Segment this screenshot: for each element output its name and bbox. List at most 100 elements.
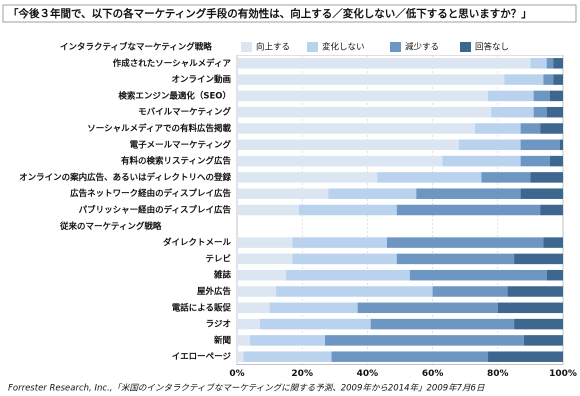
- bar-segment: [237, 253, 293, 265]
- title-frame: [2, 4, 577, 23]
- y-tick-label: 有料の検索リスティング広告: [121, 156, 231, 167]
- bar-segment: [331, 351, 489, 362]
- bar-segment: [237, 58, 531, 69]
- bar-segment: [292, 237, 387, 248]
- legend-swatch: [390, 42, 401, 52]
- bar-segment: [237, 188, 329, 199]
- bar-segment: [237, 172, 378, 183]
- bar-segment: [285, 269, 410, 281]
- x-tick-label: 0%: [229, 369, 244, 379]
- bar-segment: [530, 58, 547, 69]
- bar-segment: [442, 155, 521, 167]
- legend-swatch: [460, 42, 471, 52]
- y-tick-label: ダイレクトメール: [163, 237, 232, 248]
- y-tick-label: 屋外広告: [197, 286, 232, 297]
- x-tick-label: 60%: [422, 369, 444, 379]
- bar-segment: [409, 269, 547, 281]
- bar-segment: [546, 58, 554, 69]
- bar-segment: [237, 302, 270, 314]
- bar-segment: [543, 74, 554, 85]
- y-tick-label: 雑誌: [213, 270, 232, 281]
- bar-segment: [237, 90, 489, 102]
- bar-segment: [237, 269, 286, 281]
- y-tick-label: 電子メールマーケティング: [130, 139, 232, 150]
- bar-segment: [540, 123, 563, 134]
- bar-segment: [377, 172, 482, 183]
- x-tick-label: 40%: [357, 369, 379, 379]
- bar-segment: [237, 318, 260, 330]
- y-tick-label: テレビ: [205, 253, 231, 264]
- bar-segment: [488, 90, 534, 102]
- chart-title: 「今後３年間で、以下の各マーケティング手段の有効性は、向上する／変化しない／低下…: [8, 7, 532, 20]
- bar-segment: [520, 123, 541, 134]
- bar-segment: [491, 106, 534, 118]
- bar-segment: [543, 237, 563, 248]
- legend-swatch: [307, 42, 318, 52]
- y-tick-label: イエローページ: [172, 352, 232, 362]
- y-tick-label: ラジオ: [206, 320, 231, 330]
- y-tick-label: 新聞: [214, 335, 231, 346]
- bar-segment: [396, 204, 541, 216]
- bar-segment: [533, 106, 547, 118]
- bar-segment: [497, 302, 563, 314]
- bar-segment: [546, 106, 563, 118]
- bar-segment: [432, 286, 508, 297]
- bar-segment: [559, 139, 563, 151]
- bar-segment: [250, 335, 326, 346]
- bar-segment: [269, 302, 358, 314]
- bar-segment: [530, 172, 563, 183]
- bar-segment: [237, 155, 443, 167]
- y-tick-label: オンライン動画: [171, 74, 231, 85]
- bar-segment: [520, 155, 550, 167]
- bar-segment: [237, 106, 492, 118]
- group-header: 従来のマーケティング戦略: [59, 221, 162, 232]
- bar-segment: [237, 123, 475, 134]
- x-tick-label: 100%: [549, 369, 577, 379]
- bar-segment: [237, 74, 505, 85]
- bar-segment: [546, 269, 563, 281]
- bar-segment: [520, 188, 563, 199]
- source: Forrester Research, Inc.,「米国のインタラクティブなマー…: [8, 383, 485, 394]
- legend-label: 向上する: [256, 42, 290, 53]
- bar-segment: [474, 123, 521, 134]
- bar-segment: [458, 139, 521, 151]
- y-tick-label: 広告ネットワーク経由のディスプレイ広告: [70, 188, 231, 199]
- bar-segment: [237, 335, 251, 346]
- y-tick-label: 作成されたソーシャルメディア: [113, 58, 232, 69]
- y-tick-label: 電話による販促: [172, 302, 232, 313]
- bar-segment: [259, 318, 371, 330]
- y-tick-label: オンラインの案内広告、あるいはディレクトリへの登録: [19, 172, 231, 183]
- bar-segment: [553, 58, 563, 69]
- bar-segment: [416, 188, 521, 199]
- bar-segment: [533, 90, 550, 102]
- bar-segment: [292, 253, 397, 265]
- bar-segment: [237, 286, 277, 297]
- y-tick-label: ソーシャルメディアでの有料広告掲載: [87, 123, 231, 134]
- bar-segment: [243, 351, 332, 362]
- y-tick-label: モバイルマーケティング: [138, 107, 231, 118]
- bar-segment: [514, 318, 563, 330]
- bar-segment: [553, 74, 563, 85]
- legend-swatch: [241, 42, 252, 52]
- bar-segment: [276, 286, 433, 297]
- bar-segment: [514, 253, 563, 265]
- bar-segment: [523, 335, 563, 346]
- bar-segment: [237, 204, 299, 216]
- bar-segment: [549, 90, 563, 102]
- bar-segment: [237, 237, 293, 248]
- bar-segment: [504, 74, 544, 85]
- legend-label: 変化しない: [322, 42, 365, 53]
- legend-label: 回答なし: [475, 42, 509, 53]
- y-tick-label: パブリッシャー経由のディスプレイ広告: [79, 205, 232, 216]
- bar-segment: [370, 318, 515, 330]
- bar-segment: [386, 237, 544, 248]
- y-tick-label: 検索エンジン最適化（SEO）: [118, 90, 231, 101]
- bar-segment: [237, 351, 244, 362]
- bar-segment: [549, 155, 563, 167]
- x-tick-label: 20%: [291, 369, 313, 379]
- legend-label: 減少する: [405, 42, 439, 53]
- bar-segment: [396, 253, 515, 265]
- bar-segment: [507, 286, 563, 297]
- bar-segment: [520, 139, 560, 151]
